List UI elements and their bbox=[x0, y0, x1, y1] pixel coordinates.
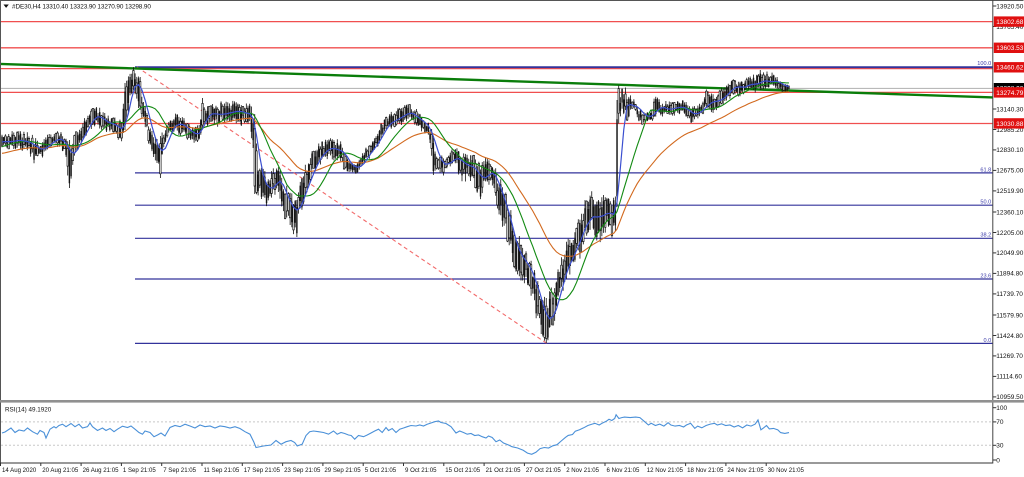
svg-text:23 Sep 21:05: 23 Sep 21:05 bbox=[284, 467, 321, 474]
svg-text:70: 70 bbox=[996, 419, 1004, 426]
svg-text:1 Sep 21:05: 1 Sep 21:05 bbox=[123, 467, 156, 474]
svg-text:0.0: 0.0 bbox=[984, 338, 992, 344]
svg-text:13603.53: 13603.53 bbox=[996, 45, 1023, 52]
svg-text:RSI(14) 49.1920: RSI(14) 49.1920 bbox=[5, 407, 52, 414]
svg-text:11424.80: 11424.80 bbox=[996, 333, 1023, 340]
svg-text:12205.00: 12205.00 bbox=[996, 230, 1023, 237]
svg-text:10959.50: 10959.50 bbox=[996, 394, 1023, 401]
svg-text:0: 0 bbox=[996, 457, 1000, 464]
svg-text:13030.88: 13030.88 bbox=[996, 121, 1023, 128]
svg-text:13274.79: 13274.79 bbox=[996, 90, 1023, 97]
svg-text:12830.10: 12830.10 bbox=[996, 147, 1023, 154]
svg-text:9 Oct 21:05: 9 Oct 21:05 bbox=[405, 467, 437, 474]
svg-text:12049.90: 12049.90 bbox=[996, 250, 1023, 257]
svg-text:18 Nov 21:05: 18 Nov 21:05 bbox=[687, 467, 724, 474]
svg-text:14 Aug 2020: 14 Aug 2020 bbox=[2, 467, 37, 474]
svg-text:17 Sep 21:05: 17 Sep 21:05 bbox=[244, 467, 281, 474]
svg-text:13765.40: 13765.40 bbox=[996, 24, 1023, 31]
svg-text:11579.90: 11579.90 bbox=[996, 312, 1023, 319]
svg-text:20 Aug 21:05: 20 Aug 21:05 bbox=[42, 467, 79, 474]
svg-text:12360.10: 12360.10 bbox=[996, 209, 1023, 216]
svg-text:50.0: 50.0 bbox=[980, 200, 991, 206]
svg-text:11894.80: 11894.80 bbox=[996, 271, 1023, 278]
svg-text:15 Oct 21:05: 15 Oct 21:05 bbox=[445, 467, 481, 474]
svg-text:21 Oct 21:05: 21 Oct 21:05 bbox=[486, 467, 522, 474]
svg-text:12 Nov 21:05: 12 Nov 21:05 bbox=[647, 467, 684, 474]
svg-text:5 Oct 21:05: 5 Oct 21:05 bbox=[365, 467, 397, 474]
svg-text:#DE30,H4 13310.40 13323.90 13: #DE30,H4 13310.40 13323.90 13270.90 1329… bbox=[12, 4, 151, 11]
svg-text:11114.60: 11114.60 bbox=[996, 374, 1022, 381]
svg-text:13920.50: 13920.50 bbox=[996, 3, 1023, 10]
svg-text:30: 30 bbox=[996, 443, 1004, 450]
svg-text:13460.62: 13460.62 bbox=[996, 65, 1023, 72]
svg-text:13802.68: 13802.68 bbox=[996, 19, 1023, 26]
svg-text:11739.70: 11739.70 bbox=[996, 291, 1023, 298]
svg-text:11269.70: 11269.70 bbox=[996, 353, 1023, 360]
svg-text:24 Nov 21:05: 24 Nov 21:05 bbox=[727, 467, 764, 474]
svg-text:30 Nov 21:05: 30 Nov 21:05 bbox=[768, 467, 805, 474]
svg-text:27 Oct 21:05: 27 Oct 21:05 bbox=[526, 467, 562, 474]
svg-text:100.0: 100.0 bbox=[977, 61, 991, 67]
svg-text:29 Sep 21:05: 29 Sep 21:05 bbox=[324, 467, 361, 474]
svg-text:61.8: 61.8 bbox=[980, 167, 991, 173]
svg-text:11 Sep 21:05: 11 Sep 21:05 bbox=[204, 467, 240, 474]
svg-text:7 Sep 21:05: 7 Sep 21:05 bbox=[163, 467, 196, 474]
svg-text:13140.30: 13140.30 bbox=[996, 106, 1023, 113]
svg-text:100: 100 bbox=[996, 405, 1007, 412]
svg-text:12675.00: 12675.00 bbox=[996, 168, 1023, 175]
svg-text:26 Aug 21:05: 26 Aug 21:05 bbox=[83, 467, 120, 474]
svg-text:38.2: 38.2 bbox=[980, 233, 991, 239]
svg-text:12985.20: 12985.20 bbox=[996, 127, 1023, 134]
svg-text:12519.90: 12519.90 bbox=[996, 188, 1023, 195]
svg-text:2 Nov 21:05: 2 Nov 21:05 bbox=[566, 467, 599, 474]
svg-text:6 Nov 21:05: 6 Nov 21:05 bbox=[607, 467, 640, 474]
svg-text:23.6: 23.6 bbox=[980, 273, 991, 279]
